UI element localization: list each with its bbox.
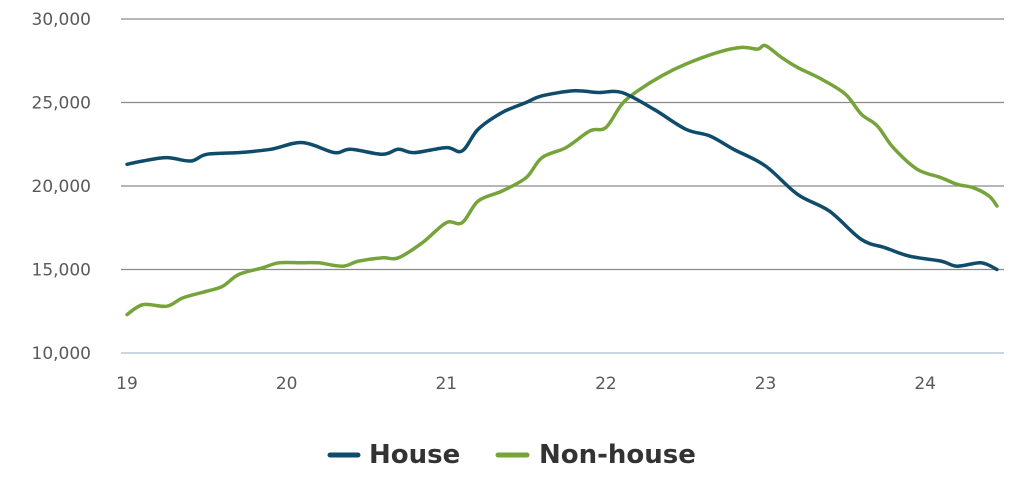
y-tick-label: 15,000 bbox=[32, 261, 91, 281]
legend-label-house: House bbox=[369, 440, 460, 470]
legend: House Non-house bbox=[327, 440, 696, 470]
x-axis: 19 20 21 22 23 24 bbox=[116, 374, 936, 394]
y-axis: 10,000 15,000 20,000 25,000 30,000 bbox=[32, 10, 91, 364]
x-tick-label: 23 bbox=[755, 374, 777, 394]
grid-lines bbox=[121, 18, 1004, 354]
x-tick-label: 24 bbox=[914, 374, 936, 394]
series-line-house bbox=[125, 88, 999, 272]
y-tick-label: 10,000 bbox=[32, 344, 91, 364]
y-tick-label: 25,000 bbox=[32, 94, 91, 114]
y-tick-label: 20,000 bbox=[32, 177, 91, 197]
x-tick-label: 20 bbox=[276, 374, 298, 394]
y-tick-label: 30,000 bbox=[32, 10, 91, 30]
series-line-non-house bbox=[125, 43, 999, 317]
x-tick-label: 22 bbox=[595, 374, 617, 394]
x-tick-label: 19 bbox=[116, 374, 138, 394]
x-tick-label: 21 bbox=[435, 374, 457, 394]
series-lines bbox=[125, 43, 999, 317]
legend-label-non-house: Non-house bbox=[539, 440, 696, 470]
